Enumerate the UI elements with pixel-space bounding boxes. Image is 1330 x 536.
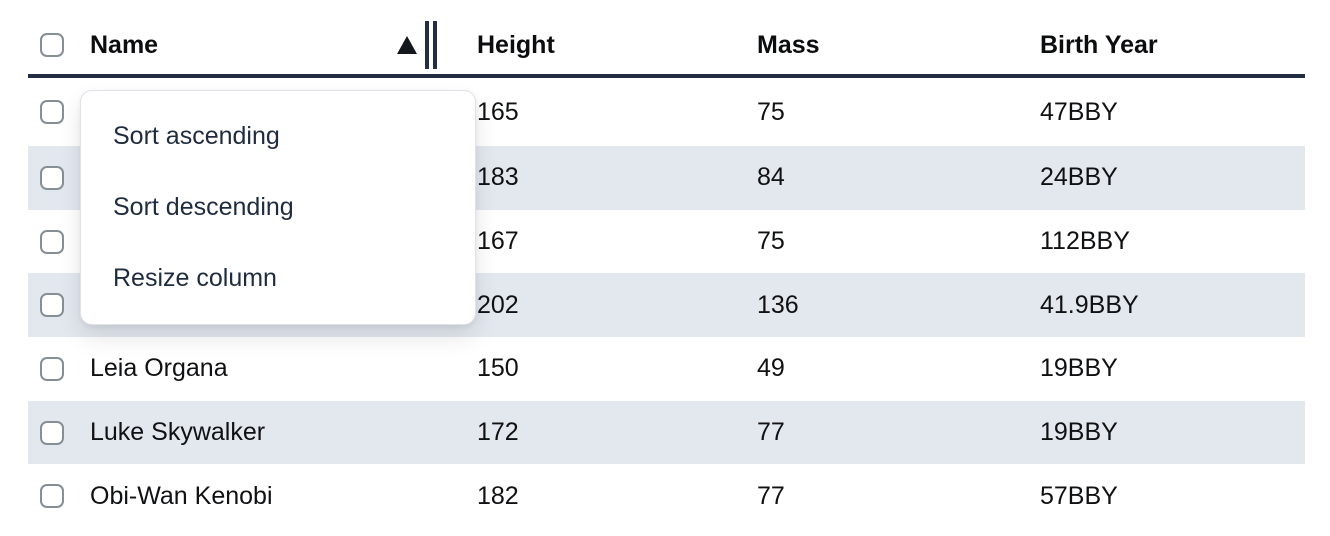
row-select-checkbox[interactable] <box>40 484 64 508</box>
cell-mass: 84 <box>757 163 785 192</box>
cell-height: 172 <box>477 418 519 447</box>
cell-birth-year: 112BBY <box>1040 227 1130 256</box>
cell-height: 150 <box>477 354 519 383</box>
menu-item-resize-column[interactable]: Resize column <box>113 264 277 292</box>
row-select-checkbox[interactable] <box>40 165 64 190</box>
cell-birth-year: 24BBY <box>1040 163 1118 192</box>
row-checkbox-cell <box>28 356 90 381</box>
column-resize-handle-icon[interactable] <box>425 21 437 69</box>
table-row[interactable]: 167 75 112BBY <box>28 210 1305 274</box>
cell-name: Leia Organa <box>90 354 228 383</box>
row-select-checkbox[interactable] <box>40 293 64 318</box>
cell-mass: 75 <box>757 97 785 126</box>
row-checkbox-cell <box>28 165 90 190</box>
cell-height: 182 <box>477 481 519 508</box>
column-header-height[interactable]: Height <box>477 30 555 59</box>
resize-bar <box>425 21 429 69</box>
data-table: Name Height Mass Birth Year 165 75 <box>28 16 1305 508</box>
cell-height: 183 <box>477 163 519 192</box>
column-header-name-label: Name <box>90 30 159 59</box>
cell-name: Obi-Wan Kenobi <box>90 481 273 508</box>
cell-height: 165 <box>477 97 519 126</box>
table-body: 165 75 47BBY 183 84 24BBY 167 75 112BB <box>28 78 1305 508</box>
cell-birth-year: 47BBY <box>1040 97 1118 126</box>
cell-height: 202 <box>477 290 519 319</box>
header-row: Name Height Mass Birth Year <box>28 16 1305 78</box>
row-select-checkbox[interactable] <box>40 420 64 445</box>
row-select-checkbox[interactable] <box>40 229 64 254</box>
select-all-checkbox[interactable] <box>40 33 64 57</box>
column-context-menu: Sort ascending Sort descending Resize co… <box>80 90 476 325</box>
cell-birth-year: 19BBY <box>1040 418 1118 447</box>
table-row[interactable]: Luke Skywalker 172 77 19BBY <box>28 400 1305 465</box>
row-checkbox-cell <box>28 484 90 508</box>
row-checkbox-cell <box>28 420 90 445</box>
cell-birth-year: 19BBY <box>1040 354 1118 383</box>
header-checkbox-cell <box>28 33 90 57</box>
cell-mass: 77 <box>757 481 785 508</box>
row-checkbox-cell <box>28 229 90 254</box>
cell-mass: 77 <box>757 418 785 447</box>
column-header-mass[interactable]: Mass <box>757 30 820 59</box>
cell-birth-year: 57BBY <box>1040 481 1118 508</box>
cell-mass: 49 <box>757 354 785 383</box>
cell-mass: 136 <box>757 290 799 319</box>
row-checkbox-cell <box>28 100 90 124</box>
table-viewport: Name Height Mass Birth Year 165 75 <box>28 16 1305 508</box>
menu-item-sort-ascending[interactable]: Sort ascending <box>113 122 280 150</box>
sort-ascending-icon[interactable] <box>397 36 417 54</box>
row-checkbox-cell <box>28 293 90 318</box>
table-row[interactable]: Leia Organa 150 49 19BBY <box>28 337 1305 401</box>
menu-item-sort-descending[interactable]: Sort descending <box>113 193 294 221</box>
row-select-checkbox[interactable] <box>40 100 64 124</box>
table-row[interactable]: 202 136 41.9BBY <box>28 273 1305 338</box>
table-row[interactable]: 165 75 47BBY <box>28 78 1305 146</box>
column-header-name[interactable]: Name <box>90 16 477 74</box>
column-header-birth-year[interactable]: Birth Year <box>1040 30 1158 59</box>
cell-mass: 75 <box>757 227 785 256</box>
table-row[interactable]: Obi-Wan Kenobi 182 77 57BBY <box>28 464 1305 508</box>
cell-height: 167 <box>477 227 519 256</box>
cell-name: Luke Skywalker <box>90 418 266 447</box>
cell-birth-year: 41.9BBY <box>1040 290 1139 319</box>
resize-bar <box>433 21 437 69</box>
row-select-checkbox[interactable] <box>40 356 64 381</box>
